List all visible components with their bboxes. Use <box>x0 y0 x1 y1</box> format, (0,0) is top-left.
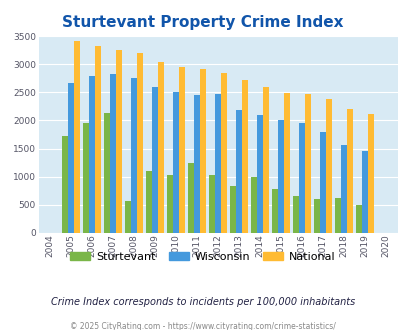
Bar <box>179 67 185 233</box>
Bar <box>137 53 143 233</box>
Bar <box>251 177 257 233</box>
Bar <box>62 136 68 233</box>
Bar <box>241 80 247 233</box>
Bar <box>356 205 362 233</box>
Text: Sturtevant Property Crime Index: Sturtevant Property Crime Index <box>62 15 343 30</box>
Bar <box>262 87 269 233</box>
Bar <box>215 94 221 233</box>
Bar <box>146 171 152 233</box>
Bar <box>125 201 131 233</box>
Bar <box>104 113 110 233</box>
Bar <box>152 87 158 233</box>
Bar <box>293 196 298 233</box>
Bar <box>68 83 74 233</box>
Text: © 2025 CityRating.com - https://www.cityrating.com/crime-statistics/: © 2025 CityRating.com - https://www.city… <box>70 322 335 330</box>
Bar <box>367 114 373 233</box>
Bar <box>278 120 284 233</box>
Bar <box>284 93 289 233</box>
Bar <box>200 69 205 233</box>
Bar <box>230 186 236 233</box>
Bar <box>89 76 95 233</box>
Bar <box>194 95 200 233</box>
Bar <box>83 123 89 233</box>
Text: Crime Index corresponds to incidents per 100,000 inhabitants: Crime Index corresponds to incidents per… <box>51 297 354 307</box>
Bar <box>131 79 137 233</box>
Bar <box>173 92 179 233</box>
Bar <box>314 199 320 233</box>
Bar <box>320 132 326 233</box>
Bar <box>95 46 101 233</box>
Bar <box>116 50 121 233</box>
Bar <box>209 175 215 233</box>
Bar <box>236 110 241 233</box>
Bar <box>305 94 310 233</box>
Bar <box>167 175 173 233</box>
Bar <box>221 73 226 233</box>
Bar <box>110 74 116 233</box>
Bar <box>257 115 262 233</box>
Bar <box>158 62 164 233</box>
Bar <box>335 198 341 233</box>
Bar <box>272 189 278 233</box>
Bar <box>326 99 331 233</box>
Bar <box>341 145 346 233</box>
Bar <box>298 123 305 233</box>
Bar <box>346 109 352 233</box>
Bar <box>362 151 367 233</box>
Bar <box>188 163 194 233</box>
Bar <box>74 41 80 233</box>
Legend: Sturtevant, Wisconsin, National: Sturtevant, Wisconsin, National <box>66 248 339 267</box>
